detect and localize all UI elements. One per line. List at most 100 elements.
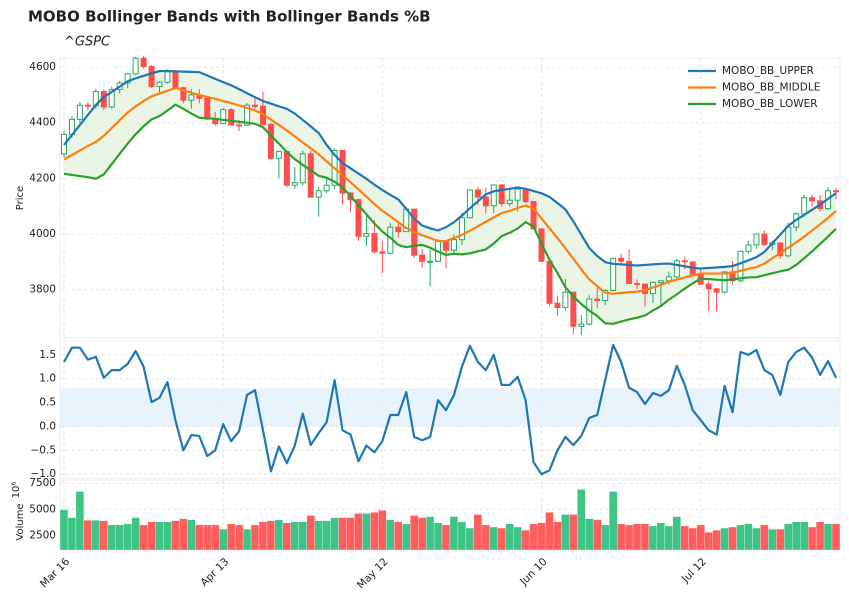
candle-body xyxy=(84,104,91,107)
candle-body xyxy=(132,57,139,75)
band-line xyxy=(63,86,837,295)
volume-bar xyxy=(473,514,482,551)
volume-bar xyxy=(433,522,443,551)
candle-body xyxy=(323,184,330,192)
volume-bar xyxy=(537,522,546,551)
volume-bar xyxy=(688,527,697,551)
candle-body xyxy=(236,124,243,127)
volume-bar xyxy=(823,523,833,551)
volume-bar xyxy=(394,521,403,551)
candle-body xyxy=(673,260,680,278)
y-tick-label: 0.5 xyxy=(39,397,56,409)
volume-bar xyxy=(497,527,506,551)
volume-bar xyxy=(362,513,371,551)
legend-label: MOBO_BB_UPPER xyxy=(722,65,814,77)
legend-label: MOBO_BB_MIDDLE xyxy=(722,82,820,94)
volume-bar xyxy=(616,523,626,551)
candle-body xyxy=(443,240,450,251)
volume-bar xyxy=(481,524,490,551)
volume-bar xyxy=(624,524,634,551)
volume-bar xyxy=(155,521,164,551)
candle-body xyxy=(753,233,760,246)
volume-bar xyxy=(402,523,411,551)
candle-body xyxy=(395,226,402,233)
volume-bar xyxy=(83,520,93,551)
candle-body xyxy=(681,260,688,263)
volume-bar xyxy=(115,524,124,551)
candle-body xyxy=(371,233,378,253)
volume-bar xyxy=(784,523,793,551)
band-line xyxy=(63,103,837,325)
volume-bar xyxy=(147,521,156,551)
volume-bar xyxy=(99,520,108,551)
candle-body xyxy=(602,290,609,301)
volume-bar xyxy=(410,515,419,551)
volume-bar xyxy=(696,524,705,551)
volume-bar xyxy=(457,521,467,551)
candle-body xyxy=(379,251,386,254)
volume-bar xyxy=(736,524,745,551)
volume-bar xyxy=(346,517,355,551)
volume-bar xyxy=(195,524,204,551)
candle-body xyxy=(458,217,465,241)
y-tick-label: 2500 xyxy=(29,529,56,541)
candle-body xyxy=(745,244,752,252)
volume-bar xyxy=(800,521,809,551)
candle-body xyxy=(514,188,521,201)
volume-bar xyxy=(59,509,69,551)
candle-body xyxy=(164,71,171,83)
volume-bar xyxy=(489,526,498,551)
candle-body xyxy=(618,257,625,262)
chart-title: MOBO Bollinger Bands with Bollinger Band… xyxy=(28,8,431,26)
candle-body xyxy=(450,239,457,251)
volume-bar xyxy=(776,528,785,551)
volume-bar xyxy=(672,516,681,551)
volume-bar xyxy=(179,518,188,551)
candle-body xyxy=(634,283,641,286)
volume-bar xyxy=(807,526,817,551)
volume-bar xyxy=(314,520,323,551)
volume-bar xyxy=(418,517,427,551)
volume-bar xyxy=(75,491,85,551)
volume-bar xyxy=(465,527,475,551)
volume-bar xyxy=(768,528,777,551)
y-tick-label: 7500 xyxy=(29,477,56,489)
y-tick-label: −1.0 xyxy=(31,468,57,480)
volume-bar xyxy=(274,519,284,551)
candle-body xyxy=(275,151,282,159)
candle-body xyxy=(252,104,259,107)
volume-bar xyxy=(609,491,618,551)
y-axis-label: Price xyxy=(15,186,26,210)
volume-bar xyxy=(234,524,244,551)
candle-body xyxy=(570,291,577,327)
candle-body xyxy=(610,257,617,291)
y-axis-label: Volume xyxy=(15,503,26,540)
volume-bar xyxy=(553,521,562,551)
volume-bar xyxy=(123,523,132,551)
candle-body xyxy=(148,66,155,88)
volume-bar xyxy=(266,520,276,551)
candle-body xyxy=(108,88,115,108)
y-axis-multiplier: 10⁶ xyxy=(11,482,22,499)
volume-bar xyxy=(521,529,530,551)
volume-bar xyxy=(760,524,769,551)
percent-b-line xyxy=(63,343,837,476)
volume-bar xyxy=(338,517,347,551)
volume-bar xyxy=(513,526,522,551)
volume-bar xyxy=(322,520,331,551)
volume-bar xyxy=(577,489,586,551)
x-tick-label: Apr 13 xyxy=(198,556,231,589)
volume-bar xyxy=(306,515,315,551)
candle-body xyxy=(777,242,784,257)
candle-body xyxy=(721,271,728,293)
volume-bar xyxy=(187,519,196,551)
volume-bar xyxy=(282,522,291,551)
volume-bar xyxy=(601,524,610,551)
volume-bar xyxy=(664,525,673,551)
candle-body xyxy=(220,109,227,125)
volume-bar xyxy=(91,520,100,551)
volume-bar xyxy=(720,527,729,551)
candle-body xyxy=(180,87,187,101)
y-tick-label: 4400 xyxy=(29,117,56,129)
candle-body xyxy=(419,254,426,262)
